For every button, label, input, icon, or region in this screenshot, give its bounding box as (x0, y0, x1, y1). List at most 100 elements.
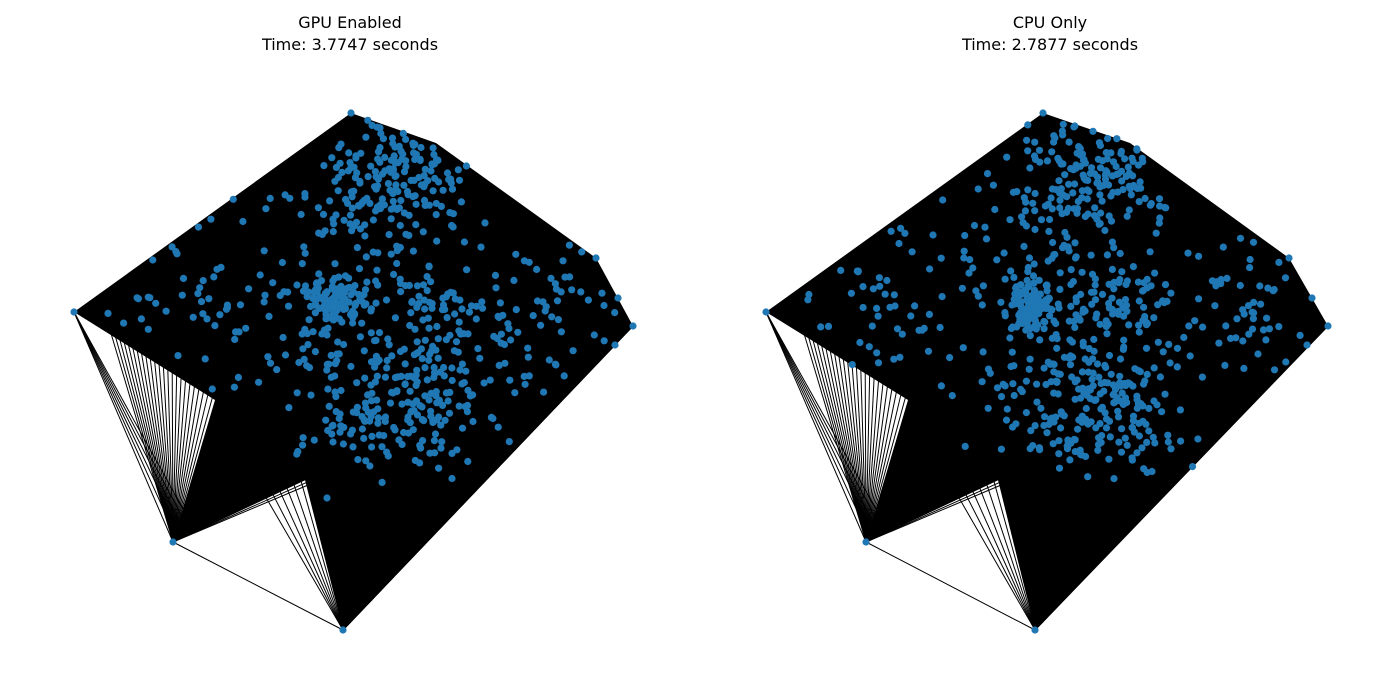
edge (1034, 365, 1240, 631)
graph-node (362, 457, 370, 465)
graph-node (961, 231, 969, 240)
graph-node (297, 210, 305, 219)
graph-node (431, 430, 440, 438)
graph-node (324, 385, 332, 393)
graph-node (1043, 429, 1051, 437)
graph-node (455, 402, 463, 410)
edge (172, 462, 241, 543)
graph-node (389, 189, 397, 197)
graph-node (231, 335, 239, 343)
graph-node (389, 197, 397, 205)
graph-node (334, 187, 342, 195)
graph-node (305, 364, 314, 372)
graph-node (545, 356, 553, 364)
graph-node (340, 340, 348, 349)
graph-node (1180, 333, 1188, 341)
edge (342, 411, 417, 631)
graph-node (1056, 269, 1064, 277)
graph-node (1090, 335, 1098, 343)
graph-node (1107, 370, 1115, 378)
graph-node (207, 215, 215, 223)
graph-node (1044, 257, 1052, 265)
graph-node (389, 389, 397, 397)
graph-node (1116, 249, 1124, 258)
graph-node (1031, 225, 1039, 234)
graph-node (173, 250, 181, 258)
edge (342, 433, 356, 631)
graph-node (1051, 250, 1059, 259)
graph-node (876, 282, 884, 290)
graph-node (309, 294, 318, 302)
graph-node (1044, 294, 1053, 303)
graph-node (425, 324, 433, 332)
graph-node-outlier (592, 254, 600, 262)
graph-node (1040, 325, 1048, 333)
graph-node (901, 229, 909, 237)
graph-node (299, 345, 307, 353)
graph-node (824, 322, 833, 330)
graph-node (457, 198, 465, 206)
graph-node (465, 308, 473, 316)
graph-node-outlier (1285, 254, 1293, 262)
graph-node (541, 307, 549, 315)
graph-node (385, 341, 393, 349)
graph-node (496, 299, 504, 307)
graph-node (432, 211, 440, 219)
graph-node (392, 172, 400, 180)
graph-node (1020, 242, 1028, 250)
graph-node (381, 153, 389, 161)
graph-node (245, 285, 253, 293)
graph-node (481, 219, 489, 227)
graph-node (1177, 437, 1185, 445)
graph-node (1095, 139, 1103, 147)
edge (127, 341, 174, 543)
graph-node (441, 416, 449, 424)
graph-node (600, 301, 608, 310)
graph-node (336, 410, 344, 418)
edge (342, 389, 478, 631)
graph-node (328, 303, 337, 312)
graph-node (201, 355, 209, 363)
graph-node (348, 204, 356, 212)
graph-node (423, 376, 431, 384)
edge (1034, 426, 1066, 631)
graph-node (433, 399, 441, 407)
graph-node (407, 176, 415, 184)
graph-node (1250, 298, 1258, 306)
graph-node (336, 428, 344, 436)
graph-node (1163, 297, 1171, 305)
graph-node (444, 397, 452, 405)
graph-node (393, 259, 401, 268)
edge (1034, 344, 1308, 631)
graph-node (378, 478, 386, 486)
graph-node (321, 227, 329, 235)
graph-node (1166, 359, 1174, 367)
graph-node (1121, 434, 1129, 442)
graph-node (1296, 331, 1304, 339)
graph-node (384, 335, 392, 343)
graph-node (1102, 322, 1110, 330)
edge (865, 409, 924, 543)
graph-node (429, 144, 437, 152)
graph-node (413, 282, 421, 290)
graph-node (611, 309, 619, 317)
graph-node (104, 309, 112, 317)
graph-node (319, 210, 328, 218)
graph-node (437, 444, 445, 452)
graph-node (467, 302, 476, 310)
graph-node (1048, 414, 1056, 422)
graph-node (350, 187, 358, 195)
edge (865, 403, 915, 543)
graph-node (311, 348, 319, 356)
graph-node (1047, 378, 1055, 386)
graph-node (298, 260, 306, 268)
graph-node (1109, 391, 1117, 399)
graph-node (1135, 419, 1143, 427)
graph-node (373, 396, 381, 404)
graph-node (324, 426, 332, 435)
graph-node (972, 287, 980, 295)
graph-node (500, 340, 509, 349)
graph-node (1141, 194, 1149, 203)
graph-node (1239, 337, 1247, 345)
graph-node (965, 269, 973, 277)
